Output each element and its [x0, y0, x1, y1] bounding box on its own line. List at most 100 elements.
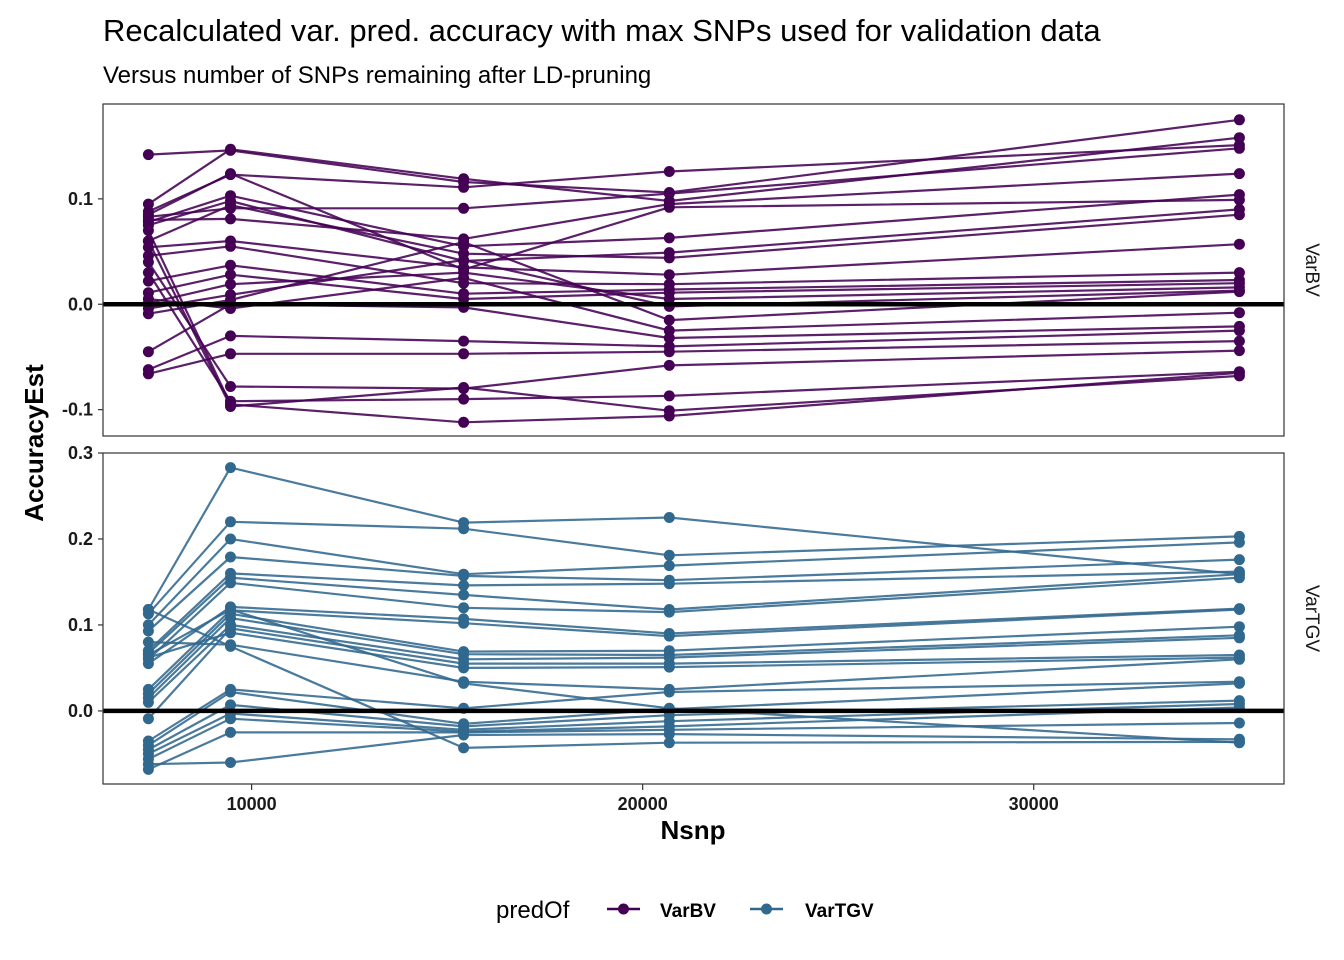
data-point: [663, 686, 675, 698]
data-point: [458, 416, 470, 428]
data-point: [225, 199, 236, 211]
data-point: [1233, 604, 1245, 615]
data-point: [663, 578, 675, 590]
data-point: [225, 269, 236, 281]
y-tick-label: 0.3: [68, 443, 93, 463]
data-point: [1233, 653, 1245, 665]
panel-border: [102, 452, 1285, 785]
data-point: [225, 168, 236, 180]
series-line: [147, 555, 1240, 632]
data-point: [225, 640, 236, 652]
data-point: [458, 236, 470, 248]
x-tick-label: 20000: [618, 794, 668, 814]
series-line: [147, 721, 1240, 771]
data-point: [142, 267, 154, 279]
data-point: [458, 570, 470, 582]
data-point: [663, 606, 675, 618]
data-point: [663, 737, 675, 749]
facet-strip-label: VarBV: [1301, 243, 1322, 297]
legend-key-point-vartgv: [761, 903, 772, 915]
data-point: [458, 393, 470, 405]
data-point: [663, 512, 675, 523]
data-point: [458, 254, 470, 266]
data-point: [663, 549, 675, 561]
data-point: [1233, 194, 1245, 206]
data-point: [142, 235, 154, 247]
panel-vartgv: 0.3 0.2 0.1 0.0 VarTGV: [68, 443, 1322, 785]
data-point: [142, 346, 154, 358]
data-point: [225, 398, 236, 410]
chart-title: Recalculated var. pred. accuracy with ma…: [103, 13, 1101, 48]
data-point: [142, 149, 154, 161]
data-point: [458, 662, 470, 674]
data-point: [225, 278, 236, 290]
data-point: [458, 617, 470, 629]
data-point: [142, 275, 154, 287]
data-point: [663, 252, 675, 264]
data-point: [1233, 168, 1245, 180]
data-point: [458, 272, 470, 284]
data-point: [458, 729, 470, 741]
data-point: [458, 202, 470, 214]
legend-title: predOf: [496, 897, 570, 924]
data-point: [663, 560, 675, 572]
data-point: [142, 625, 154, 637]
data-point: [663, 410, 675, 422]
data-point: [458, 335, 470, 347]
data-point: [225, 533, 236, 545]
x-tick-marks: [251, 784, 1035, 790]
data-point: [663, 166, 675, 177]
data-point: [225, 604, 236, 615]
data-point: [1233, 325, 1245, 337]
panel-border: [102, 103, 1285, 437]
data-point: [458, 382, 470, 393]
series-line: [147, 576, 1240, 661]
data-point: [1233, 286, 1245, 298]
data-point: [663, 314, 675, 326]
data-point: [142, 256, 154, 268]
x-axis: 10000 20000 30000 Nsnp: [227, 784, 1059, 845]
data-point: [458, 742, 470, 754]
data-point: [142, 713, 154, 725]
y-tick-label: 0.1: [68, 615, 93, 635]
plot-panels: 0.1 0.0 -0.1 VarBV 0.3 0.2 0.1 0.0 VarTGV: [62, 103, 1322, 785]
data-point: [225, 577, 236, 589]
data-point: [663, 359, 675, 371]
data-point: [1233, 335, 1245, 347]
legend-label-varbv: VarBV: [660, 901, 716, 922]
data-point: [663, 332, 675, 344]
data-point: [1233, 572, 1245, 584]
x-tick-label: 30000: [1009, 794, 1059, 814]
data-point: [142, 225, 154, 236]
data-point: [1233, 536, 1245, 548]
legend-key-point-varbv: [618, 903, 629, 915]
data-point: [663, 232, 675, 244]
data-point: [225, 516, 236, 528]
data-point: [458, 677, 470, 689]
data-point: [663, 346, 675, 358]
data-point: [225, 259, 236, 271]
y-tick-label: 0.1: [68, 189, 93, 209]
data-point: [142, 636, 154, 648]
data-point: [458, 589, 470, 601]
data-point: [225, 757, 236, 768]
data-point: [225, 686, 236, 698]
data-point: [458, 523, 470, 535]
data-point: [458, 181, 470, 193]
data-point: [225, 348, 236, 360]
data-point: [663, 661, 675, 673]
data-point: [142, 308, 154, 320]
facet-strip-label: VarTGV: [1301, 585, 1322, 653]
data-point: [225, 551, 236, 563]
y-tick-label: 0.2: [68, 529, 93, 549]
data-point: [225, 213, 236, 225]
series-line: [148, 732, 1240, 766]
legend-label-vartgv: VarTGV: [805, 901, 874, 922]
panel-varbv: 0.1 0.0 -0.1 VarBV: [62, 103, 1322, 437]
data-point: [225, 462, 236, 474]
data-point: [458, 579, 470, 591]
data-point: [1233, 209, 1245, 221]
data-point: [142, 649, 154, 661]
data-point: [1233, 367, 1245, 379]
